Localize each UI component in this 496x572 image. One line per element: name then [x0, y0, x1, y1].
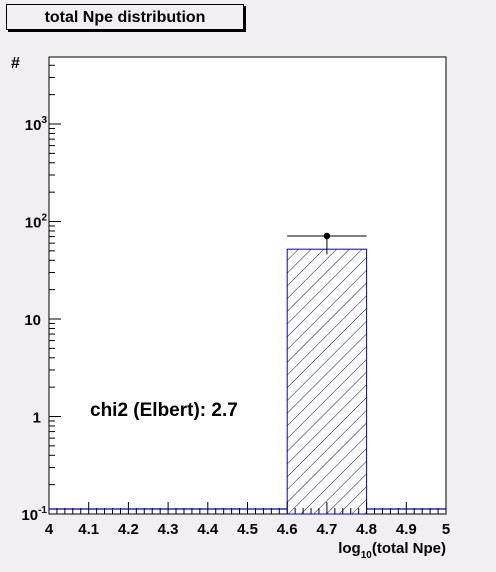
chart-title-box: total Npe distribution: [6, 4, 244, 30]
y-tick-label: 1: [33, 410, 41, 427]
y-tick-label: 10: [24, 312, 41, 329]
data-point: [323, 232, 331, 240]
x-axis-label-sub: 10: [361, 550, 373, 561]
x-tick-label: 4.1: [78, 521, 99, 538]
x-tick-label: 4.4: [197, 521, 219, 538]
x-tick-label: 4.2: [118, 521, 139, 538]
x-tick-label: 4.8: [356, 521, 377, 538]
plot-frame: [48, 56, 447, 515]
x-tick-label: 5: [442, 521, 450, 538]
x-axis-label: log10(total Npe): [338, 540, 446, 561]
x-tick-label: 4: [45, 521, 54, 538]
x-tick-label: 4.3: [158, 521, 179, 538]
chi2-annotation: chi2 (Elbert): 2.7: [90, 400, 238, 421]
y-tick-label: 103: [25, 115, 48, 134]
x-axis-label-main: log: [338, 540, 361, 557]
x-tick-label: 4.5: [237, 521, 258, 538]
x-axis-label-rest: (total Npe): [372, 540, 446, 557]
y-tick-label: 10-1: [21, 505, 47, 524]
y-tick-label: 102: [25, 213, 48, 232]
x-tick-label: 4.7: [316, 521, 337, 538]
chart-title: total Npe distribution: [44, 9, 206, 26]
y-axis-label: #: [11, 55, 20, 72]
x-tick-label: 4.9: [396, 521, 417, 538]
x-tick-label: 4.6: [277, 521, 298, 538]
histogram-bar: [286, 248, 368, 515]
